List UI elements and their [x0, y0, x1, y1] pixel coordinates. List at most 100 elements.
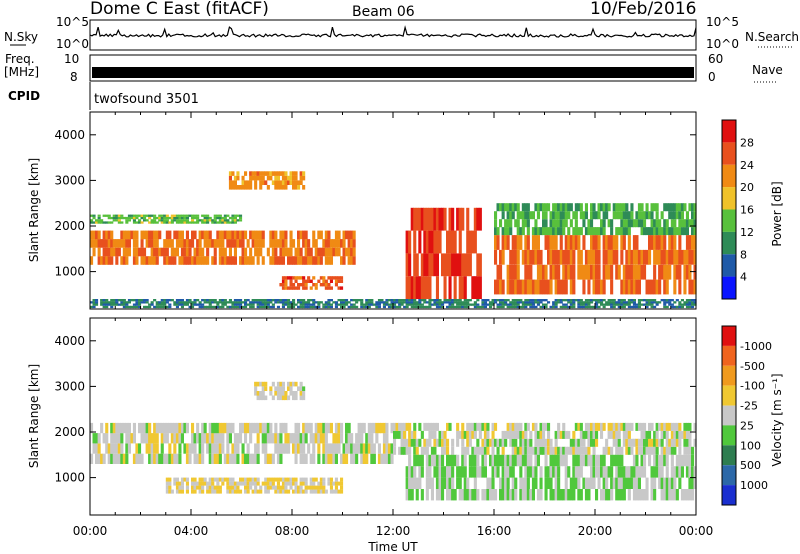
heatmap-cell [150, 230, 154, 240]
heatmap-cell [562, 203, 566, 212]
heatmap-cell [529, 211, 533, 220]
heatmap-cell [405, 230, 409, 254]
heatmap-cell [294, 276, 298, 280]
heatmap-cell [201, 453, 205, 464]
heatmap-cell [370, 422, 374, 434]
heatmap-cell [322, 247, 326, 257]
heatmap-cell [360, 453, 364, 464]
heatmap-cell [645, 489, 649, 501]
heatmap-cell [423, 299, 427, 302]
heatmap-cell [175, 489, 179, 494]
heatmap-cell [221, 221, 225, 224]
heatmap-cell [173, 477, 177, 482]
heatmap-cell [501, 211, 505, 220]
heatmap-cell [284, 477, 288, 482]
heatmap-cell [420, 299, 424, 302]
heatmap-cell [461, 207, 465, 231]
heatmap-cell [466, 477, 470, 489]
heatmap-cell [148, 256, 152, 265]
heatmap-cell [663, 301, 667, 304]
heatmap-cell [297, 283, 301, 287]
heatmap-cell [536, 303, 540, 306]
heatmap-cell [256, 171, 260, 176]
heatmap-cell [632, 466, 636, 478]
heatmap-cell [203, 305, 207, 309]
heatmap-cell [473, 230, 477, 254]
heatmap-cell [276, 239, 280, 248]
heatmap-cell [428, 299, 432, 302]
heatmap-cell [494, 466, 498, 478]
heatmap-cell [178, 299, 182, 302]
heatmap-cell [615, 489, 619, 501]
heatmap-cell [95, 443, 99, 454]
heatmap-cell [562, 454, 566, 467]
heatmap-cell [340, 481, 344, 486]
heatmap-cell [102, 305, 106, 309]
heatmap-cell [395, 422, 399, 431]
heatmap-cell [562, 430, 566, 439]
heatmap-cell [188, 247, 192, 257]
heatmap-cell [627, 301, 631, 304]
heatmap-cell [466, 253, 470, 277]
heatmap-cell [236, 214, 240, 217]
heatmap-cell [203, 299, 207, 302]
heatmap-cell [645, 211, 649, 220]
heatmap-cell [201, 422, 205, 434]
heatmap-cell [675, 299, 679, 302]
heatmap-cell [428, 466, 432, 478]
heatmap-cell [239, 219, 243, 222]
heatmap-cell [595, 264, 599, 280]
heatmap-cell [201, 256, 205, 265]
heatmap-cell [274, 247, 278, 257]
heatmap-cell [203, 221, 207, 224]
heatmap-cell [340, 305, 344, 309]
heatmap-cell [198, 239, 202, 248]
heatmap-cell [112, 303, 116, 306]
heatmap-cell [577, 235, 581, 250]
heatmap-cell [145, 239, 149, 248]
heatmap-cell [196, 485, 200, 490]
heatmap-cell [516, 303, 520, 306]
heatmap-cell [693, 466, 697, 478]
heatmap-cell [324, 239, 328, 248]
heatmap-cell [372, 453, 376, 464]
heatmap-cell [120, 299, 124, 302]
heatmap-cell [115, 422, 119, 434]
heatmap-cell [390, 301, 394, 304]
heatmap-cell [347, 256, 351, 265]
heatmap-cell [688, 430, 692, 439]
heatmap-cell [140, 301, 144, 304]
heatmap-cell [312, 443, 316, 454]
heatmap-cell [357, 422, 361, 434]
heatmap-cell [140, 453, 144, 464]
heatmap-cell [435, 477, 439, 489]
heatmap-cell [180, 239, 184, 248]
heatmap-cell [486, 303, 490, 306]
heatmap-cell [468, 466, 472, 478]
heatmap-cell [117, 221, 121, 224]
heatmap-cell [173, 214, 177, 217]
heatmap-cell [483, 489, 487, 501]
heatmap-cell [597, 299, 601, 302]
heatmap-cell [175, 221, 179, 224]
heatmap-cell [191, 433, 195, 444]
heatmap-cell [521, 249, 525, 265]
heatmap-cell [569, 305, 573, 309]
heatmap-cell [663, 279, 667, 295]
heatmap-cell [461, 305, 465, 309]
heatmap-cell [115, 433, 119, 444]
heatmap-cell [196, 453, 200, 464]
heatmap-cell [632, 249, 636, 265]
heatmap-cell [246, 303, 250, 306]
heatmap-cell [534, 235, 538, 250]
heatmap-cell [299, 386, 303, 391]
heatmap-cell [312, 299, 316, 302]
heatmap-cell [294, 433, 298, 444]
heatmap-cell [97, 221, 101, 224]
heatmap-cell [276, 443, 280, 454]
heatmap-cell [175, 247, 179, 257]
heatmap-cell [393, 446, 397, 455]
heatmap-cell [393, 299, 397, 302]
heatmap-cell [203, 477, 207, 482]
heatmap-cell [393, 301, 397, 304]
